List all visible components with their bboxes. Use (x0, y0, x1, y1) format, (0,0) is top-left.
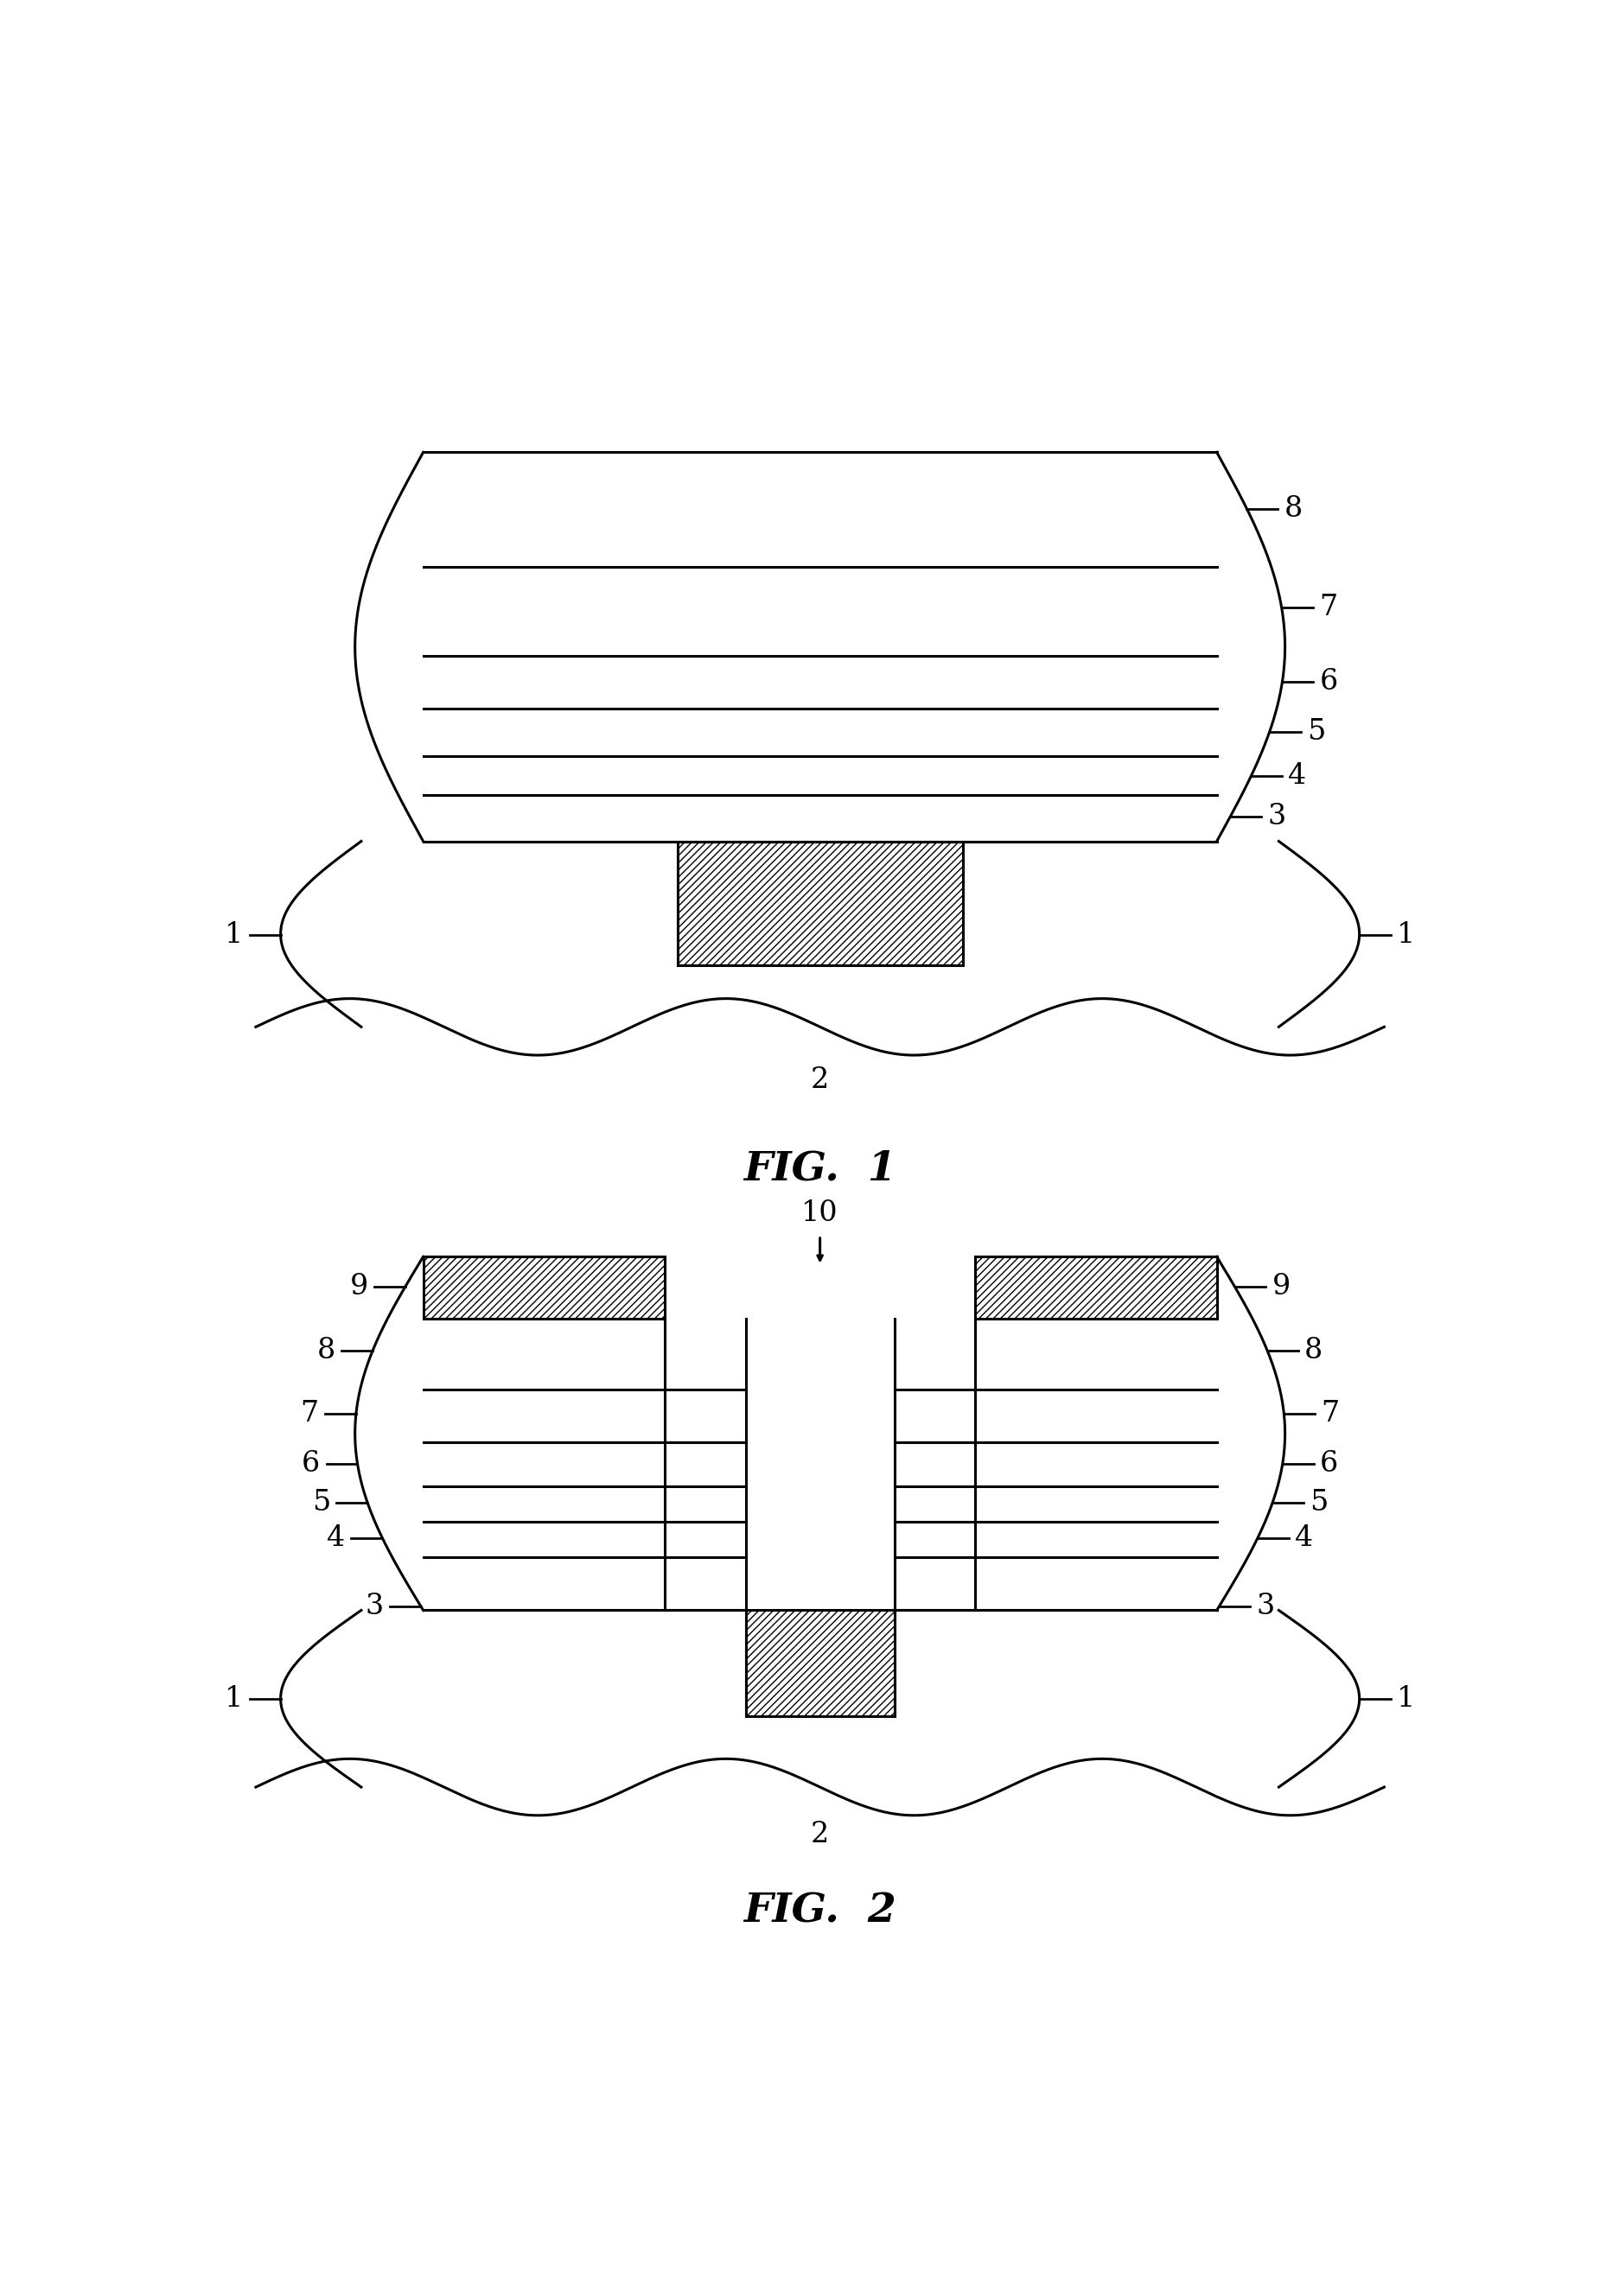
Text: 3: 3 (1267, 804, 1286, 831)
Bar (355, 452, 1285, 840)
Text: 4: 4 (326, 1525, 346, 1552)
Text: 5: 5 (312, 1488, 330, 1515)
Bar (280, 840, 1360, 1045)
Text: 6: 6 (302, 1449, 320, 1476)
Text: 1: 1 (226, 921, 243, 948)
Text: 5: 5 (1307, 719, 1325, 746)
Text: FIG.  1: FIG. 1 (744, 1148, 896, 1189)
Bar (746, 1318, 894, 1717)
Text: 7: 7 (1318, 595, 1338, 622)
Text: 1: 1 (1397, 921, 1414, 948)
Text: 4: 4 (1294, 1525, 1314, 1552)
Bar (746, 1609, 894, 1717)
Text: 9: 9 (1272, 1272, 1290, 1300)
Bar (422, 1256, 666, 1318)
Text: 5: 5 (1310, 1488, 1328, 1515)
Text: 7: 7 (1322, 1401, 1339, 1428)
Text: 8: 8 (1304, 1336, 1323, 1364)
Bar (974, 1256, 1218, 1318)
Text: 2: 2 (811, 1821, 829, 1848)
Text: FIG.  2: FIG. 2 (744, 1892, 896, 1931)
Text: 9: 9 (350, 1272, 368, 1300)
Bar (355, 1256, 1285, 1609)
Bar (280, 1609, 1360, 1805)
Text: 6: 6 (1320, 668, 1338, 696)
Text: 6: 6 (1320, 1449, 1338, 1476)
Text: 3: 3 (365, 1593, 384, 1621)
Bar (666, 1318, 974, 1609)
Text: 1: 1 (226, 1685, 243, 1713)
Text: 10: 10 (802, 1199, 838, 1226)
Text: 8: 8 (1285, 496, 1302, 523)
Text: 3: 3 (1256, 1593, 1275, 1621)
Text: 2: 2 (811, 1065, 829, 1093)
Text: 4: 4 (1288, 762, 1307, 790)
Text: 7: 7 (301, 1401, 318, 1428)
Bar (677, 840, 963, 964)
Text: 8: 8 (317, 1336, 336, 1364)
Text: 1: 1 (1397, 1685, 1414, 1713)
